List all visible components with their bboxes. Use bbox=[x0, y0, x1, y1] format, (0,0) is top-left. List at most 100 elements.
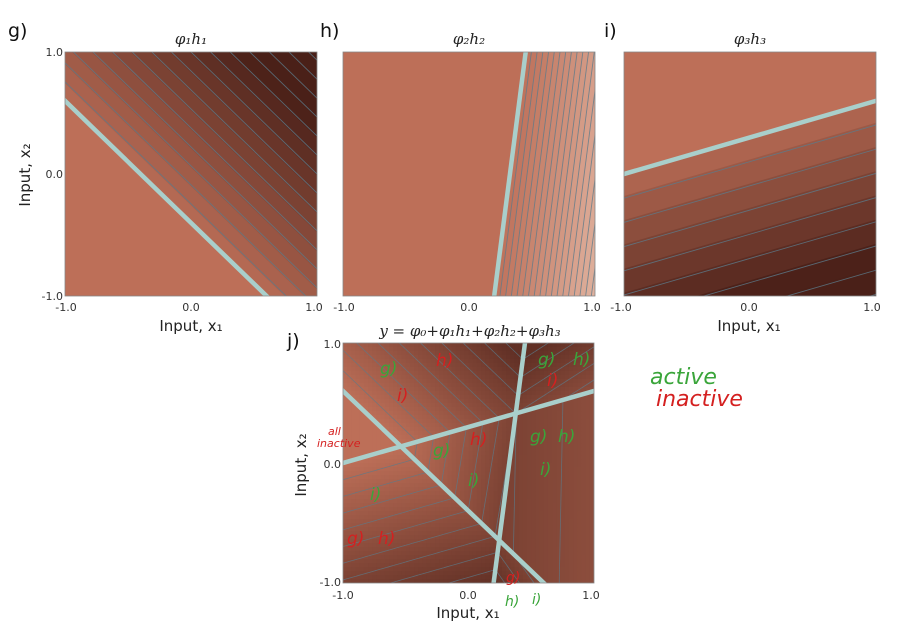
heat-cell-j bbox=[506, 403, 511, 408]
heat-cell-j bbox=[451, 391, 457, 396]
contour-segment-j bbox=[478, 357, 482, 361]
heat-cell-j bbox=[363, 507, 369, 512]
heat-cell-j bbox=[380, 519, 386, 524]
contour-segment-j bbox=[437, 399, 441, 403]
heat-cell-j bbox=[355, 491, 361, 496]
contour-segment-j bbox=[584, 367, 588, 370]
heat-cell-j bbox=[343, 495, 348, 500]
heat-cell-j bbox=[547, 487, 553, 492]
heat-cell-j bbox=[380, 579, 386, 583]
heat-cell-j bbox=[522, 403, 528, 408]
heat-cell-j bbox=[585, 551, 591, 556]
contour-segment-j bbox=[524, 570, 526, 572]
heat-cell-j bbox=[447, 575, 453, 580]
heat-cell-j bbox=[535, 467, 541, 472]
contour-segment-j bbox=[402, 511, 406, 514]
panel-title-g: φ₁h₁ bbox=[175, 30, 207, 48]
heat-cell-j bbox=[497, 555, 503, 560]
heat-cell-j bbox=[510, 471, 516, 476]
heat-cell-j bbox=[501, 539, 507, 544]
contour-segment-j bbox=[430, 503, 435, 506]
heat-cell-j bbox=[414, 491, 419, 496]
heat-cell-j bbox=[552, 479, 557, 484]
plot-area-h bbox=[343, 52, 595, 296]
heat-cell-j bbox=[384, 451, 390, 456]
heat-cell-j bbox=[460, 479, 465, 484]
heat-cell-j bbox=[460, 423, 465, 428]
heat-cell-j bbox=[539, 487, 545, 492]
heat-cell-j bbox=[401, 379, 407, 384]
heat-cell-j bbox=[351, 407, 357, 412]
heat-cell-j bbox=[455, 379, 461, 384]
heat-cell-j bbox=[581, 479, 587, 484]
heat-cell-j bbox=[556, 455, 562, 460]
contour-segment-j bbox=[424, 571, 428, 574]
contour-segment-j bbox=[449, 581, 453, 583]
heat-cell-j bbox=[564, 459, 570, 464]
heat-cell-j bbox=[552, 427, 557, 432]
heat-cell-j bbox=[581, 367, 587, 372]
contour-segment-j bbox=[481, 360, 485, 364]
heat-cell-j bbox=[451, 579, 457, 583]
heat-cell-j bbox=[401, 531, 407, 536]
heat-cell-j bbox=[476, 511, 482, 516]
heat-cell-j bbox=[384, 571, 390, 576]
heat-cell-j bbox=[514, 491, 520, 496]
heat-cell-j bbox=[359, 563, 365, 568]
heat-cell-j bbox=[472, 343, 478, 348]
heat-cell-j bbox=[543, 435, 549, 440]
heat-cell-j bbox=[460, 559, 465, 564]
heat-cell-j bbox=[401, 415, 407, 420]
heat-cell-j bbox=[497, 375, 503, 380]
heat-cell-j bbox=[485, 539, 491, 544]
heat-cell-j bbox=[422, 447, 428, 452]
heat-cell-j bbox=[476, 579, 482, 583]
heat-cell-j bbox=[543, 559, 549, 564]
heat-cell-j bbox=[372, 467, 378, 472]
heat-cell-j bbox=[577, 431, 583, 436]
heat-cell-j bbox=[372, 543, 378, 548]
heat-cell-j bbox=[497, 363, 503, 368]
heat-cell-j bbox=[485, 479, 491, 484]
heat-cell-j bbox=[539, 495, 545, 500]
contour-line-i bbox=[561, 446, 899, 556]
heat-cell-j bbox=[556, 571, 562, 576]
heat-cell-j bbox=[585, 515, 591, 520]
heat-cell-j bbox=[376, 371, 382, 376]
heat-cell-j bbox=[476, 459, 482, 464]
heat-cell-j bbox=[489, 523, 495, 528]
heat-cell-j bbox=[527, 435, 532, 440]
heat-cell-j bbox=[376, 515, 382, 520]
heat-cell-j bbox=[447, 359, 453, 364]
contour-segment-j bbox=[470, 489, 472, 494]
heat-cell-j bbox=[401, 407, 407, 412]
heat-cell-j bbox=[560, 551, 566, 556]
heat-cell-j bbox=[547, 563, 553, 568]
heat-cell-j bbox=[351, 347, 357, 352]
heat-cell-j bbox=[460, 347, 465, 352]
heat-cell-j bbox=[397, 343, 403, 348]
contour-segment-j bbox=[549, 372, 554, 376]
heat-cell-j bbox=[552, 367, 557, 372]
heat-cell-j bbox=[514, 371, 520, 376]
heat-cell-j bbox=[468, 563, 474, 568]
heat-cell-j bbox=[506, 347, 511, 352]
heat-cell-j bbox=[522, 559, 528, 564]
contour-segment-j bbox=[550, 389, 554, 392]
heat-cell-j bbox=[518, 519, 524, 524]
heat-cell-j bbox=[405, 447, 411, 452]
heat-cell-j bbox=[422, 399, 428, 404]
contour-segment-j bbox=[343, 578, 347, 581]
heat-cell-j bbox=[552, 475, 557, 480]
heat-cell-j bbox=[414, 559, 419, 564]
heat-cell-j bbox=[506, 359, 511, 364]
heat-cell-j bbox=[351, 431, 357, 436]
heat-cell-j bbox=[514, 507, 520, 512]
heat-cell-j bbox=[380, 491, 386, 496]
contour-segment-j bbox=[402, 386, 405, 389]
heat-cell-j bbox=[422, 523, 428, 528]
heat-cell-j bbox=[585, 539, 591, 544]
heat-cell-j bbox=[493, 467, 499, 472]
heat-cell-j bbox=[573, 383, 578, 388]
heat-cell-j bbox=[422, 507, 428, 512]
